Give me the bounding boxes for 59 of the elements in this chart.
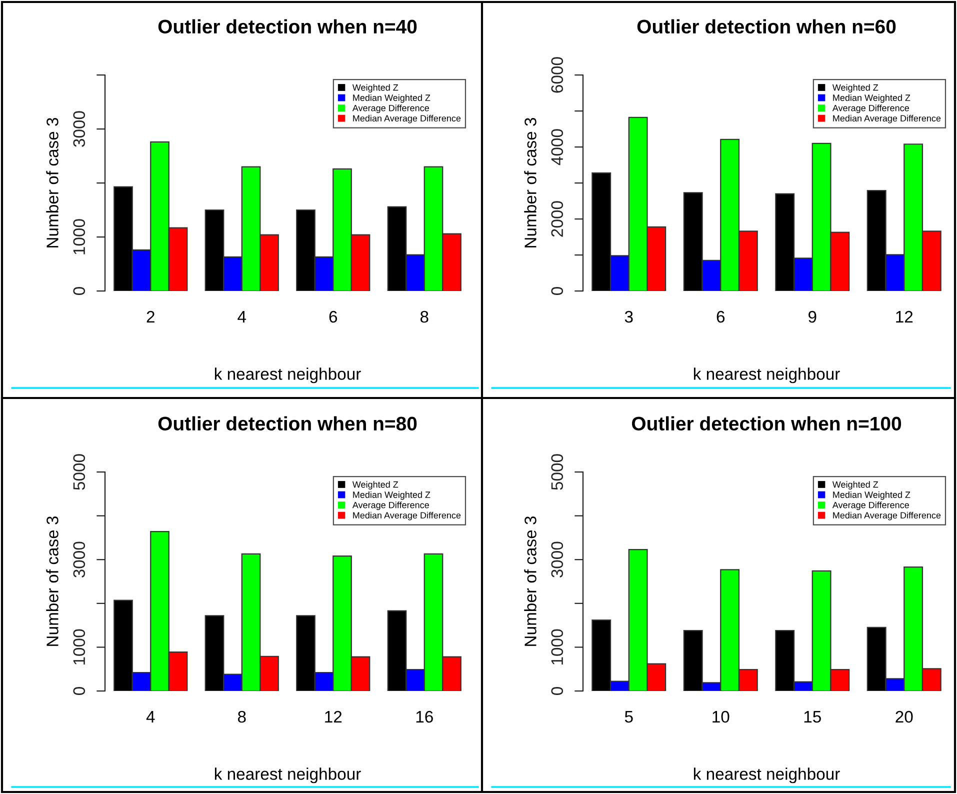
x-tick-label: 4 bbox=[146, 711, 155, 723]
x-tick-label: 15 bbox=[804, 711, 821, 723]
y-tick-label: 0 bbox=[73, 687, 86, 695]
legend-label: Median Weighted Z bbox=[353, 491, 430, 500]
legend-label: Average Difference bbox=[352, 502, 429, 510]
y-tick-label: 0 bbox=[73, 287, 86, 295]
y-tick-label: 0 bbox=[551, 687, 564, 695]
y-tick-label: 3000 bbox=[551, 542, 564, 578]
legend-label: Median Average Difference bbox=[833, 512, 941, 520]
chart-title: Outlier detection when n=80 bbox=[158, 416, 417, 431]
y-tick-label: 0 bbox=[551, 287, 564, 295]
y-tick-label: 1000 bbox=[73, 219, 86, 254]
y-axis-title: Number of case 3 bbox=[46, 516, 58, 646]
legend-label: Median Weighted Z bbox=[833, 94, 910, 103]
x-axis-title: k nearest neighbour bbox=[214, 768, 361, 784]
y-axis-title: Number of case 3 bbox=[524, 516, 536, 646]
x-tick-label: 12 bbox=[896, 310, 913, 323]
y-tick-label: 3000 bbox=[73, 542, 86, 578]
legend-label: Average Difference bbox=[832, 502, 909, 510]
chart-title: Outlier detection when n=60 bbox=[637, 19, 896, 34]
x-tick-label: 8 bbox=[420, 310, 428, 323]
y-tick-label: 5000 bbox=[73, 454, 86, 490]
y-axis-title: Number of case 3 bbox=[46, 118, 58, 248]
x-tick-label: 9 bbox=[808, 310, 816, 323]
legend-label: Median Weighted Z bbox=[353, 94, 430, 103]
y-tick-label: 6000 bbox=[551, 57, 564, 93]
x-axis-title: k nearest neighbour bbox=[214, 368, 361, 384]
x-tick-label: 2 bbox=[146, 310, 154, 323]
chart-title: Outlier detection when n=100 bbox=[632, 416, 902, 431]
legend-label: Average Difference bbox=[832, 104, 909, 114]
legend-label: Median Average Difference bbox=[353, 512, 461, 520]
y-tick-label: 3000 bbox=[73, 111, 86, 147]
x-tick-label: 3 bbox=[624, 310, 633, 323]
y-tick-label: 4000 bbox=[551, 129, 564, 166]
legend-label: Weighted Z bbox=[352, 84, 398, 92]
y-tick-label: 2000 bbox=[551, 201, 564, 237]
legend-label: Weighted Z bbox=[832, 481, 878, 490]
x-tick-label: 6 bbox=[329, 310, 338, 323]
y-tick-label: 1000 bbox=[73, 629, 86, 664]
x-axis-title: k nearest neighbour bbox=[694, 368, 840, 384]
y-tick-label: 5000 bbox=[551, 454, 564, 490]
y-axis-title: Number of case 3 bbox=[524, 118, 536, 248]
legend-label: Median Weighted Z bbox=[833, 491, 910, 500]
legend-label: Average Difference bbox=[352, 104, 429, 114]
x-tick-label: 20 bbox=[896, 710, 913, 723]
x-tick-label: 4 bbox=[238, 311, 246, 323]
x-tick-label: 6 bbox=[716, 310, 725, 323]
legend-label: Weighted Z bbox=[832, 84, 878, 92]
legend-label: Weighted Z bbox=[352, 481, 398, 490]
x-tick-label: 8 bbox=[238, 710, 246, 723]
y-tick-label: 1000 bbox=[551, 629, 564, 664]
x-tick-label: 12 bbox=[325, 710, 342, 723]
legend-label: Median Average Difference bbox=[833, 114, 941, 124]
x-axis-title: k nearest neighbour bbox=[694, 768, 840, 784]
x-tick-label: 10 bbox=[712, 710, 730, 723]
legend-label: Median Average Difference bbox=[353, 114, 461, 124]
x-tick-label: 16 bbox=[416, 710, 433, 723]
chart-title: Outlier detection when n=40 bbox=[158, 19, 417, 34]
x-tick-label: 5 bbox=[624, 711, 633, 723]
